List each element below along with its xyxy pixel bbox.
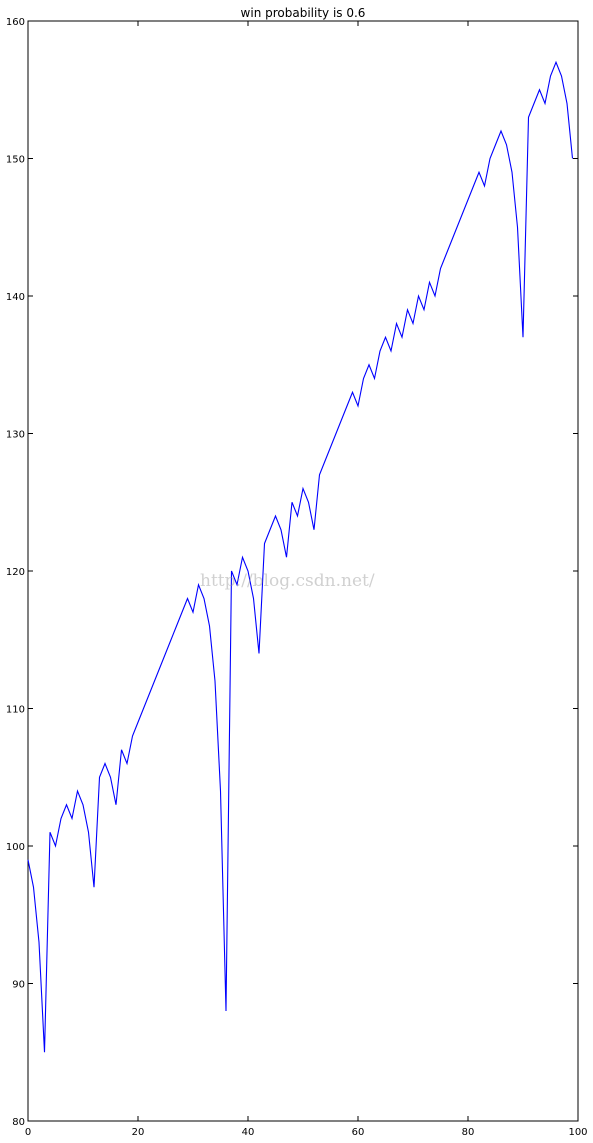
y-tick-label-3: 110 [6,705,25,716]
y-tick-label-0: 80 [12,1117,25,1128]
y-tick-label-8: 160 [6,17,25,28]
x-tick-label-4: 80 [462,1127,475,1138]
y-tick-label-7: 150 [6,155,25,166]
x-tick-label-0: 0 [25,1127,31,1138]
y-tick-label-6: 140 [6,292,25,303]
x-tick-label-5: 100 [568,1127,587,1138]
x-tick-label-2: 40 [242,1127,255,1138]
chart-title: win probability is 0.6 [241,6,366,20]
axis-ticks [27,20,579,1122]
y-tick-labels: 80 90 100 110 120 130 140 150 160 [6,17,25,1128]
y-tick-label-5: 130 [6,430,25,441]
y-tick-label-4: 120 [6,567,25,578]
y-tick-label-1: 90 [12,980,25,991]
x-tick-label-1: 20 [132,1127,145,1138]
x-tick-label-3: 60 [352,1127,365,1138]
series-line [27,60,574,1053]
y-tick-label-2: 100 [6,842,25,853]
watermark-text: http://blog.csdn.net/ [200,571,375,591]
x-tick-labels: 0 20 40 60 80 100 [25,1127,588,1138]
